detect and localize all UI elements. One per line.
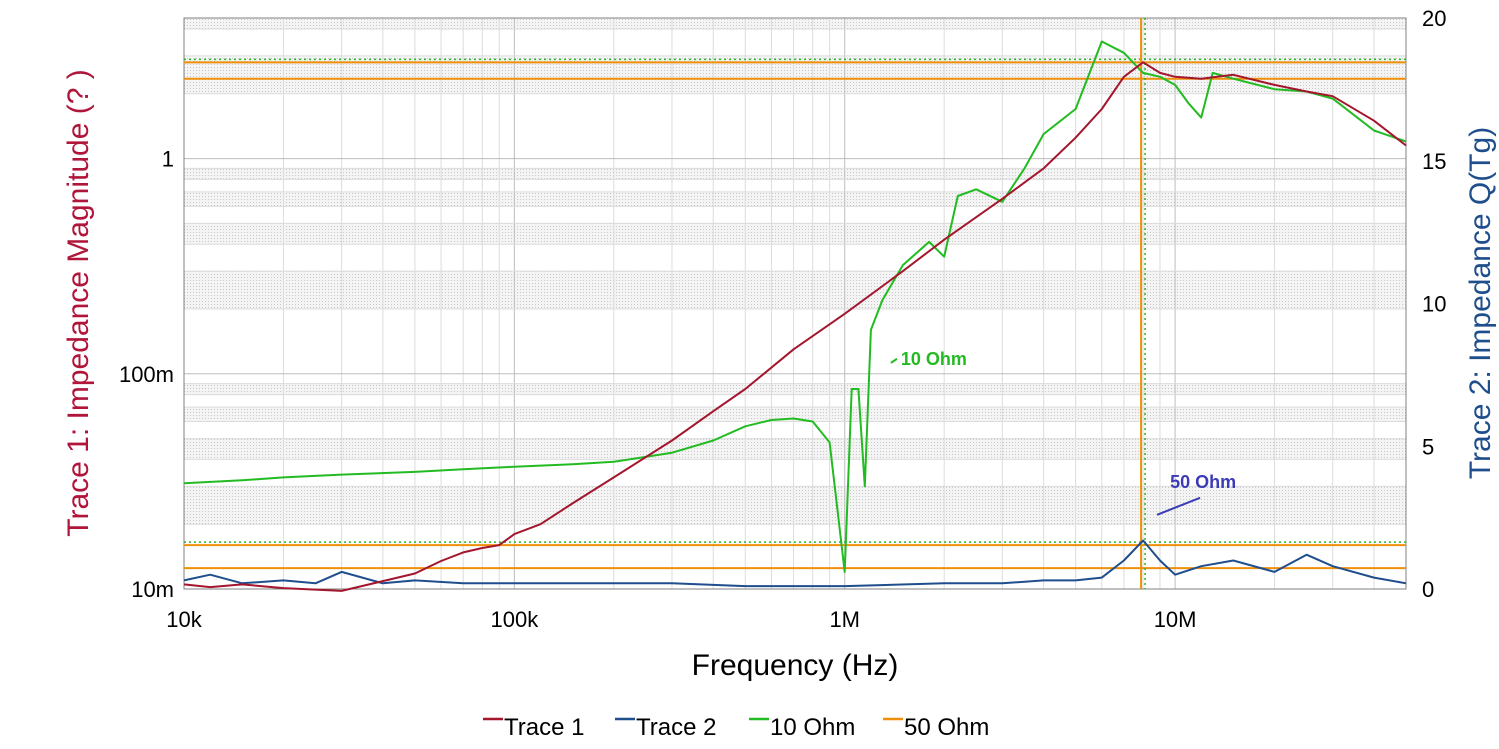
x-tick-label: 1M	[829, 607, 860, 632]
y-tick-label-right: 10	[1422, 292, 1446, 317]
legend-label: 50 Ohm	[904, 714, 989, 741]
y-axis-label-left: Trace 1: Impedance Magnitude (? )	[62, 69, 95, 536]
plot-frame	[183, 17, 1407, 590]
y-tick-labels-right: 0 5 10 15 20	[1422, 6, 1446, 602]
series-layer	[183, 40, 1407, 592]
y-tick-label-right: 0	[1422, 577, 1434, 602]
legend-item[interactable]: 10 Ohm	[749, 714, 855, 741]
legend-label: 10 Ohm	[770, 714, 855, 741]
x-tick-label: 10k	[166, 607, 202, 632]
reference-lines	[184, 18, 1406, 589]
shaded-band	[184, 191, 1406, 207]
shaded-band	[184, 223, 1406, 245]
x-tick-label: 10M	[1154, 607, 1197, 632]
series-line-trace-2	[183, 539, 1407, 588]
shaded-band	[184, 18, 1406, 30]
legend-label: Trace 2	[636, 714, 716, 741]
grid	[183, 18, 1407, 590]
legend-label: Trace 1	[504, 714, 584, 741]
series-line-10-ohm	[183, 40, 1407, 573]
annotation-pointer-10-ohm	[890, 358, 898, 364]
legend-item[interactable]: 50 Ohm	[883, 714, 989, 741]
shaded-band	[184, 407, 1406, 422]
annotation-label-10-ohm: 10 Ohm	[901, 349, 967, 369]
shaded-band	[184, 271, 1406, 310]
y-tick-label-right: 5	[1422, 434, 1434, 459]
legend-item[interactable]: Trace 2	[615, 714, 716, 741]
y-tick-label-right: 20	[1422, 6, 1446, 31]
y-tick-label-left: 100m	[119, 362, 174, 387]
y-tick-label-left: 10m	[131, 577, 174, 602]
annotation-pointer-50-ohm	[1156, 496, 1201, 516]
shaded-band	[184, 383, 1406, 395]
series-line-trace-1	[183, 61, 1407, 592]
shaded-band	[184, 168, 1406, 180]
legend-item[interactable]: Trace 1	[483, 714, 584, 741]
annotations: 10 Ohm 50 Ohm	[890, 349, 1236, 516]
x-tick-label: 100k	[491, 607, 540, 632]
y-tick-label-left: 1	[162, 147, 174, 172]
annotation-label-50-ohm: 50 Ohm	[1170, 472, 1236, 492]
shaded-band	[184, 486, 1406, 525]
y-axis-label-right: Trace 2: Impedance Q(Tg)	[1464, 127, 1497, 479]
x-axis-label: Frequency (Hz)	[692, 649, 899, 682]
legend: Trace 1 Trace 2 10 Ohm 50 Ohm	[483, 714, 989, 741]
y-tick-label-right: 15	[1422, 149, 1446, 174]
y-tick-labels-left: 10m 100m 1	[119, 147, 174, 602]
x-tick-labels: 10k 100k 1M 10M	[166, 607, 1196, 632]
shaded-band	[184, 438, 1406, 460]
